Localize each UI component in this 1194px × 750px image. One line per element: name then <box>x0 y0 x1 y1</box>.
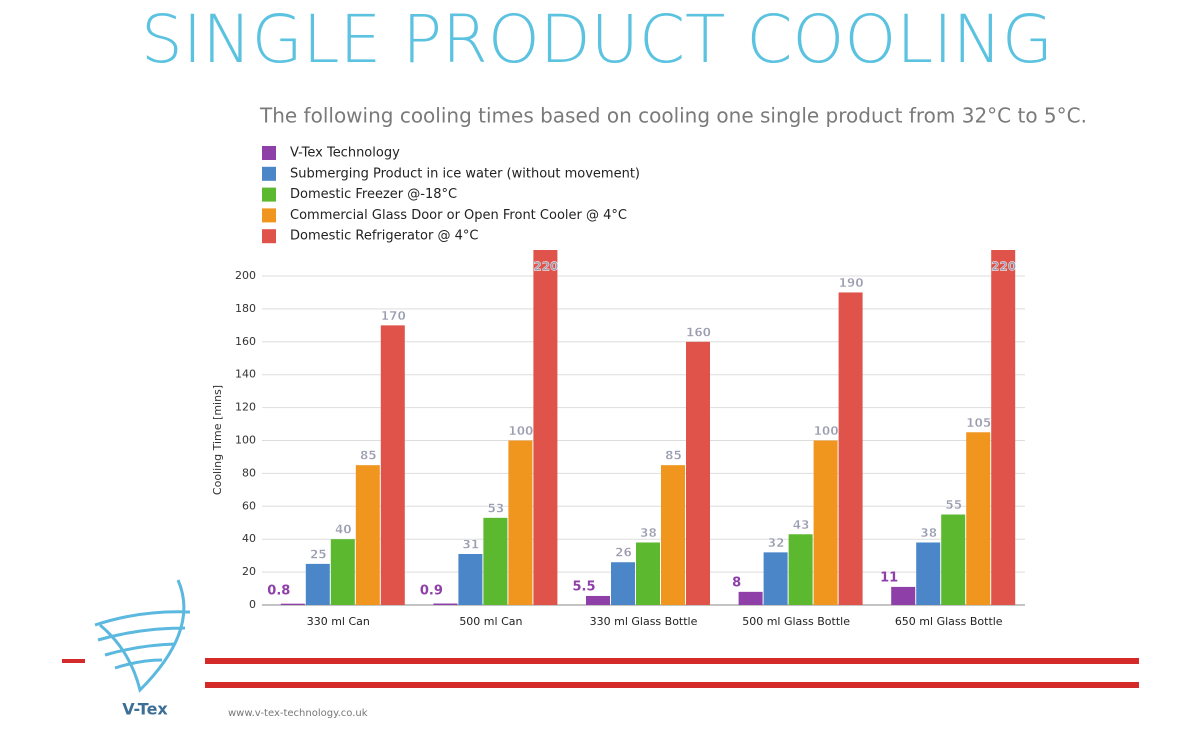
legend-swatch <box>262 166 276 181</box>
y-tick-label: 200 <box>235 269 256 282</box>
value-label: 43 <box>793 518 810 532</box>
legend-label: Domestic Refrigerator @ 4°C <box>290 229 478 244</box>
bar <box>483 517 508 605</box>
value-label: 105 <box>966 416 991 430</box>
bar <box>838 292 863 605</box>
logo-text: V-Tex <box>122 700 168 719</box>
bar <box>533 250 558 605</box>
bar <box>355 465 380 605</box>
value-label: 11 <box>880 570 898 585</box>
value-label: 53 <box>488 501 505 515</box>
value-label: 55 <box>945 498 962 512</box>
value-label: 25 <box>310 547 327 561</box>
bar <box>611 562 635 605</box>
logo-swirl <box>94 579 191 693</box>
rule <box>62 659 85 663</box>
bar <box>891 586 916 605</box>
bars <box>280 250 1016 605</box>
logo <box>94 579 191 693</box>
value-label: 220 <box>991 260 1016 274</box>
bar <box>586 595 610 605</box>
legend-label: Submerging Product in ice water (without… <box>290 166 640 181</box>
bar <box>813 440 838 605</box>
bar <box>991 250 1016 605</box>
y-tick-label: 140 <box>235 368 256 381</box>
value-label: 40 <box>335 523 352 537</box>
legend-swatch <box>262 146 276 160</box>
rule <box>205 658 1139 664</box>
legend-swatch <box>262 208 276 223</box>
y-tick-label: 180 <box>235 302 256 315</box>
bar <box>966 432 991 605</box>
title: SINGLE PRODUCT COOLING <box>141 1 1053 78</box>
y-tick-label: 120 <box>235 401 256 414</box>
value-label: 8 <box>732 575 741 590</box>
bar <box>738 591 763 605</box>
legend-swatch <box>262 187 276 202</box>
y-tick-label: 80 <box>242 466 256 479</box>
bar <box>916 542 941 605</box>
x-tick-label: 330 ml Glass Bottle <box>590 615 698 628</box>
value-label: 85 <box>665 449 682 463</box>
y-tick-label: 100 <box>235 434 256 447</box>
value-label: 170 <box>381 309 406 323</box>
value-label: 38 <box>920 526 937 540</box>
bar <box>508 440 533 605</box>
x-tick-label: 500 ml Can <box>459 615 522 628</box>
bar <box>433 603 458 605</box>
subtitle: The following cooling times based on coo… <box>259 104 1087 128</box>
value-label: 32 <box>768 536 785 550</box>
value-label: 0.8 <box>267 584 290 599</box>
bar <box>380 325 405 605</box>
bar <box>330 539 355 605</box>
value-label: 38 <box>640 526 657 540</box>
value-label: 0.9 <box>420 584 443 599</box>
bar <box>305 563 330 605</box>
y-tick-label: 40 <box>242 532 256 545</box>
value-label: 26 <box>615 546 632 560</box>
value-label: 160 <box>686 325 711 339</box>
value-label: 190 <box>839 276 864 290</box>
value-label: 220 <box>533 260 558 274</box>
value-label: 31 <box>463 538 480 552</box>
bar <box>686 341 710 605</box>
bar <box>458 554 483 605</box>
y-tick-label: 60 <box>242 499 256 512</box>
value-label: 5.5 <box>572 579 595 594</box>
rule <box>205 682 1139 688</box>
bar <box>636 542 660 605</box>
bar <box>280 603 305 605</box>
legend-label: V-Tex Technology <box>290 146 400 161</box>
url: www.v-tex-technology.co.uk <box>228 708 368 719</box>
y-axis-title: Cooling Time [mins] <box>211 385 224 495</box>
y-tick-label: 160 <box>235 335 256 348</box>
legend-swatch <box>262 229 276 244</box>
bar <box>941 514 966 605</box>
bar <box>788 534 813 605</box>
y-tick-label: 0 <box>249 598 256 611</box>
y-tick-label: 20 <box>242 565 256 578</box>
value-label: 100 <box>814 424 839 438</box>
x-tick-label: 330 ml Can <box>307 615 370 628</box>
value-label: 100 <box>508 424 533 438</box>
bar <box>661 465 685 605</box>
value-label: 85 <box>360 449 377 463</box>
x-tick-label: 500 ml Glass Bottle <box>742 615 850 628</box>
bar <box>763 552 788 605</box>
legend-label: Domestic Freezer @-18°C <box>290 187 457 202</box>
legend-label: Commercial Glass Door or Open Front Cool… <box>290 208 627 223</box>
x-tick-label: 650 ml Glass Bottle <box>895 615 1003 628</box>
